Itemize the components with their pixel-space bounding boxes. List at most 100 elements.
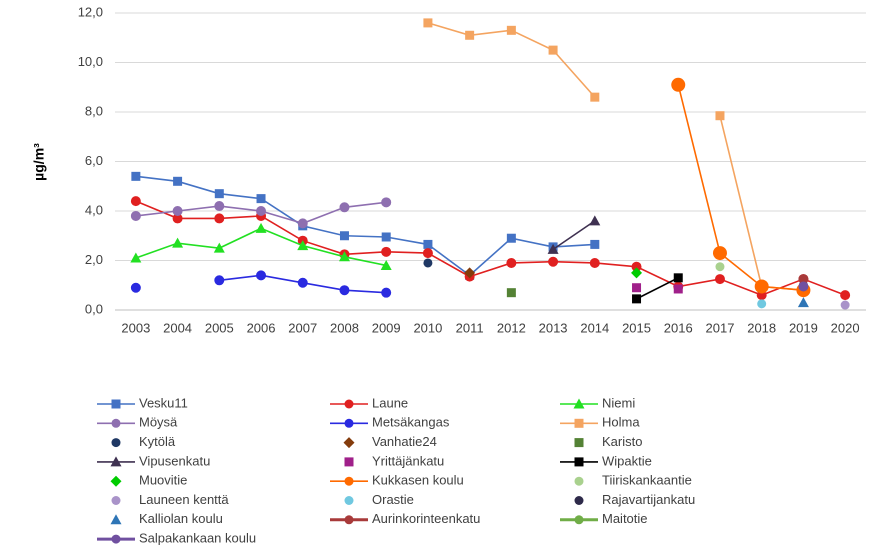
x-tick-label: 2009 xyxy=(372,320,401,335)
legend-marker xyxy=(110,514,122,525)
y-tick-label: 12,0 xyxy=(78,4,103,19)
data-point xyxy=(754,279,769,294)
legend-label: Laune xyxy=(372,395,408,410)
data-point xyxy=(422,248,433,259)
x-tick-label: 2006 xyxy=(247,320,276,335)
data-point xyxy=(256,194,266,204)
data-point xyxy=(381,232,391,242)
x-tick-label: 2005 xyxy=(205,320,234,335)
data-point xyxy=(255,222,267,233)
legend-label: Kytölä xyxy=(139,434,176,449)
data-point xyxy=(173,176,183,186)
y-tick-label: 4,0 xyxy=(85,202,103,217)
data-point xyxy=(798,281,809,292)
x-tick-label: 2012 xyxy=(497,320,526,335)
data-point xyxy=(214,213,225,224)
x-tick-label: 2018 xyxy=(747,320,776,335)
legend-marker xyxy=(111,418,121,428)
data-point xyxy=(130,196,141,207)
data-point xyxy=(714,274,725,285)
data-point xyxy=(506,233,516,243)
data-point xyxy=(590,239,600,249)
y-axis-label: µg/m³ xyxy=(31,143,47,181)
legend-label: Kalliolan koulu xyxy=(139,511,223,526)
legend-marker xyxy=(574,476,584,486)
data-point xyxy=(130,282,141,293)
y-tick-label: 2,0 xyxy=(85,252,103,267)
legend-marker xyxy=(110,456,122,467)
data-point xyxy=(632,283,642,293)
legend-label: Salpakankaan koulu xyxy=(139,531,256,546)
legend-label: Möysä xyxy=(139,415,178,430)
data-point xyxy=(297,240,309,251)
data-point xyxy=(214,189,224,199)
series-line xyxy=(636,277,679,300)
legend-marker xyxy=(574,515,584,525)
legend-label: Niemi xyxy=(602,395,635,410)
data-point xyxy=(130,252,142,263)
series-line xyxy=(135,200,846,297)
legend-marker xyxy=(343,437,355,449)
x-tick-label: 2019 xyxy=(789,320,818,335)
data-point xyxy=(590,92,600,102)
data-point xyxy=(214,201,225,212)
legend-label: Rajavartijankatu xyxy=(602,492,695,507)
legend-label: Vipusenkatu xyxy=(139,453,210,468)
legend-marker xyxy=(111,496,121,505)
data-point xyxy=(548,256,559,267)
data-point xyxy=(339,285,350,296)
legend-label: Muovitie xyxy=(139,473,187,488)
data-point xyxy=(547,243,559,254)
data-point xyxy=(213,242,225,253)
data-point xyxy=(840,300,850,310)
data-point xyxy=(673,273,683,283)
series-line xyxy=(677,84,804,291)
data-point xyxy=(632,294,642,304)
y-tick-label: 8,0 xyxy=(85,103,103,118)
data-point xyxy=(214,275,225,286)
legend-label: Vanhatie24 xyxy=(372,434,437,449)
legend-label: Vesku11 xyxy=(139,395,188,410)
legend-label: Karisto xyxy=(602,434,642,449)
data-point xyxy=(339,231,349,241)
legend-marker xyxy=(574,457,584,467)
data-point xyxy=(757,299,767,309)
data-point xyxy=(548,45,558,55)
data-point xyxy=(381,197,392,208)
data-point xyxy=(715,111,725,121)
legend-label: Kukkasen koulu xyxy=(372,473,464,488)
series-line xyxy=(135,175,595,277)
data-point xyxy=(381,287,392,298)
legend-marker xyxy=(574,418,584,428)
data-point xyxy=(840,290,851,301)
x-tick-label: 2015 xyxy=(622,320,651,335)
data-point xyxy=(256,270,267,281)
data-point xyxy=(172,206,183,216)
legend-label: Orastie xyxy=(372,492,414,507)
legend-label: Holma xyxy=(602,415,640,430)
legend-marker xyxy=(344,457,354,467)
data-point xyxy=(381,246,392,257)
x-tick-label: 2017 xyxy=(706,320,735,335)
legend-marker xyxy=(574,496,584,505)
legend-marker xyxy=(110,475,122,487)
x-tick-label: 2003 xyxy=(121,320,150,335)
data-point xyxy=(423,239,433,249)
data-point xyxy=(797,297,809,308)
data-point xyxy=(712,246,727,261)
legend-marker xyxy=(111,534,121,544)
data-point xyxy=(423,258,433,268)
legend-label: Yrittäjänkatu xyxy=(372,453,444,468)
legend-marker xyxy=(111,438,121,448)
data-point xyxy=(715,262,725,272)
legend-label: Tiiriskankaantie xyxy=(602,473,692,488)
x-tick-label: 2013 xyxy=(539,320,568,335)
y-tick-label: 6,0 xyxy=(85,153,103,168)
data-point xyxy=(339,202,350,213)
legend-marker xyxy=(344,515,354,525)
legend-label: Maitotie xyxy=(602,511,648,526)
legend-label: Launeen kenttä xyxy=(139,492,229,507)
data-point xyxy=(338,251,350,262)
data-point xyxy=(506,288,516,298)
